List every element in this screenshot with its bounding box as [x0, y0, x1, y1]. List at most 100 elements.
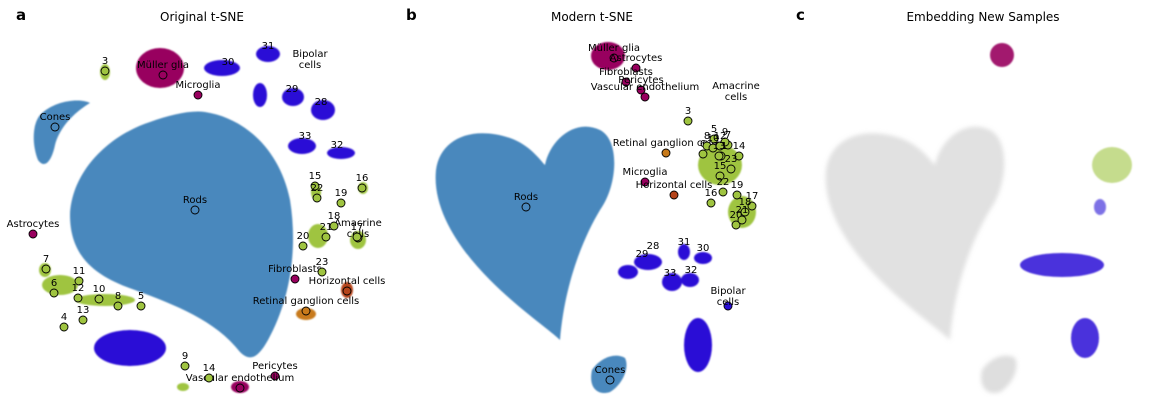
label-text: Horizontal cells: [309, 276, 386, 287]
label-text: 23: [725, 154, 738, 165]
label-text: 4: [61, 312, 67, 323]
panel-a-label-32: 23: [316, 257, 328, 277]
label-text: 32: [685, 265, 698, 276]
label-marker: [636, 85, 646, 95]
panel-b-cluster-muller: [591, 42, 625, 70]
panel-b-label-37: 33: [664, 268, 677, 279]
panel-c-cluster-muller: [990, 43, 1014, 67]
label-text: 22: [717, 177, 730, 188]
panel-b-label-2: Müller glia: [588, 43, 640, 63]
panel-b-label-4: Fibroblasts: [599, 67, 653, 87]
label-text: 3: [685, 106, 691, 117]
label-text: Vascular endothelium: [591, 82, 699, 93]
panel-a-label-20: 11: [73, 266, 85, 286]
label-marker: [706, 198, 716, 208]
panel-a-label-7: Retinal ganglion cells: [253, 296, 359, 316]
label-marker: [737, 215, 747, 225]
label-text: 13: [713, 141, 726, 152]
label-marker: [709, 134, 719, 144]
label-text: 33: [299, 131, 312, 142]
label-marker: [193, 90, 203, 100]
label-text: 31: [262, 41, 275, 52]
label-text: 21: [736, 205, 749, 216]
label-text: 28: [315, 97, 328, 108]
label-marker: [180, 361, 190, 371]
label-marker: [317, 267, 327, 277]
label-text: 15: [714, 161, 727, 172]
panel-b-label-34: 30: [697, 243, 710, 254]
panel-a-label-35: 30: [222, 57, 235, 68]
panel-b-label-1: Cones: [595, 365, 625, 385]
panel-b-label-0: Rods: [514, 192, 538, 212]
panel-a-cluster-rods: [70, 111, 294, 358]
label-text: Astrocytes: [7, 219, 60, 230]
panel-a-label-26: 17: [351, 222, 364, 242]
label-text: Pericytes: [618, 75, 663, 86]
label-marker: [669, 190, 679, 200]
panel-a-letter: a: [16, 6, 26, 24]
label-text: 20: [730, 210, 743, 221]
panel-b-label-26: 18: [739, 197, 751, 217]
panel-c-cluster-amacrine: [1092, 147, 1132, 183]
label-text: Müller glia: [137, 60, 189, 71]
label-marker: [621, 77, 631, 87]
panel-c-clusters: [990, 43, 1132, 358]
label-text: 5: [138, 291, 144, 302]
panel-a-label-16: 7: [41, 254, 51, 274]
label-text: Microglia: [176, 80, 221, 91]
panel-c-letter: c: [796, 6, 805, 24]
label-marker: [609, 53, 619, 63]
label-text: 3: [102, 56, 108, 67]
label-marker: [94, 294, 104, 304]
label-marker: [631, 63, 641, 73]
panel-a-label-2: Müller glia: [137, 60, 189, 80]
panel-b-label-21: 13: [713, 141, 726, 161]
panel-b-label-9: Microglia: [623, 167, 667, 187]
label-marker: [190, 205, 200, 215]
label-marker: [640, 177, 650, 187]
label-marker: [290, 274, 300, 284]
panel-c-cluster-bipolar-mid: [1094, 199, 1106, 215]
panel-a-label-22: 13: [77, 305, 89, 325]
panel-a-cluster-muller: [136, 48, 184, 88]
panel-a-clusters: [33, 46, 368, 393]
panel-b-label-5: Pericytes: [618, 75, 664, 95]
panel-b-label-23: 15: [714, 161, 727, 181]
label-marker: [312, 193, 322, 203]
label-text: Rods: [183, 195, 207, 206]
label-marker: [731, 220, 741, 230]
panel-a-label-27: 18: [328, 211, 340, 231]
panel-a-label-5: Fibroblasts: [268, 264, 322, 284]
label-text: 19: [335, 188, 348, 199]
panel-a-label-24: 15: [309, 171, 321, 191]
label-text: 9: [722, 127, 728, 138]
label-marker: [734, 151, 744, 161]
panel-b: b Modern t-SNE: [406, 6, 756, 394]
label-text: 29: [286, 84, 299, 95]
label-marker: [640, 92, 650, 102]
label-marker: [521, 202, 531, 212]
panel-a-label-1: Cones: [40, 112, 70, 132]
label-marker: [329, 221, 339, 231]
panel-a-label-9: Vascular endothelium: [186, 373, 294, 393]
panel-b-cluster-31: [678, 244, 690, 260]
label-marker: [321, 232, 331, 242]
panel-b-cluster-32: [681, 273, 699, 287]
label-marker: [59, 322, 69, 332]
panel-b-label-33: 29: [636, 249, 649, 260]
panel-b-cluster-cones: [591, 355, 627, 394]
label-text: 14: [203, 363, 216, 374]
label-text: 17: [351, 222, 364, 233]
label-marker: [78, 315, 88, 325]
panel-a-label-18: 9: [180, 351, 190, 371]
label-marker: [357, 183, 367, 193]
panel-a-label-38: 33: [299, 131, 312, 142]
label-text: 30: [697, 243, 710, 254]
label-marker: [732, 190, 742, 200]
panel-a-cluster-29b: [282, 88, 304, 106]
panel-b-label-22: 14: [733, 141, 745, 161]
panel-b-label-36: 32: [685, 265, 698, 276]
label-marker: [605, 375, 615, 385]
label-text: 16: [356, 173, 369, 184]
